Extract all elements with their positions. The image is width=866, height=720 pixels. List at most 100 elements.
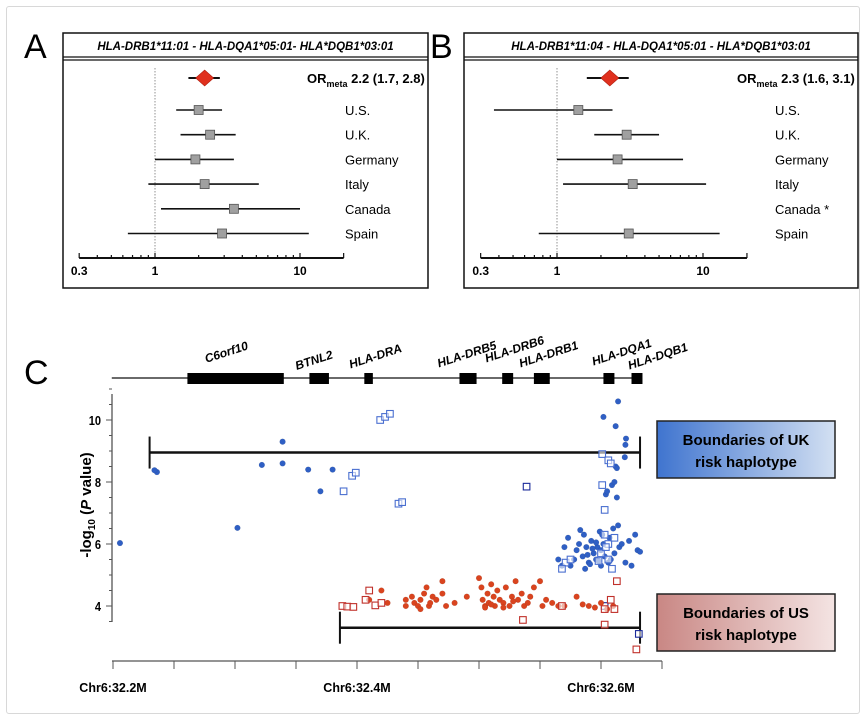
legend-text: risk haplotype [695, 627, 797, 644]
meta-label: ORmeta 2.3 (1.6, 3.1) [737, 71, 855, 89]
legend-text: risk haplotype [695, 454, 797, 471]
gene-block [459, 373, 477, 384]
point-UK-snp [589, 545, 596, 552]
meta-label: ORmeta 2.2 (1.7, 2.8) [307, 71, 425, 89]
x-tick-label: 1 [554, 264, 561, 278]
point-UK-allele [600, 506, 609, 514]
point-US-snp [549, 599, 556, 607]
point-US-snp [378, 587, 385, 594]
gene-label: BTNL2 [293, 347, 334, 372]
point-US-allele [606, 595, 615, 604]
point-UK-snp [614, 398, 622, 405]
point-US-allele [558, 602, 566, 610]
point-UK-allele [598, 481, 607, 489]
x-tick-label: Chr6:32.2M [79, 681, 146, 695]
point-UK-allele [606, 459, 615, 468]
point-UK-snp [584, 551, 591, 558]
point-US-snp [579, 601, 586, 608]
gene-block [364, 373, 373, 384]
point-US-snp [506, 602, 513, 610]
point-UK-snp [279, 438, 286, 445]
point-UK-allele [598, 450, 607, 458]
y-axis-label-part: 10 [87, 519, 98, 531]
figure-frame [6, 6, 860, 714]
panel-letter: B [430, 28, 453, 66]
point-US-snp [542, 596, 550, 603]
point-UK-snp [632, 531, 639, 538]
y-tick-label: 10 [89, 413, 102, 428]
legend-box-us [656, 593, 836, 652]
study-label: Italy [345, 177, 369, 192]
point-US-snp [479, 596, 486, 603]
point-US-snp [442, 602, 450, 610]
point-UK-snp [622, 435, 630, 442]
point-US-snp [439, 578, 446, 585]
gene-label: HLA-DRA [347, 341, 403, 371]
study-marker [621, 129, 632, 140]
point-US-allele [610, 605, 619, 613]
point-US-snp [490, 593, 497, 600]
study-label: Germany [775, 152, 829, 167]
study-marker [193, 105, 204, 115]
point-US-snp [433, 596, 440, 603]
point-UK-snp [573, 547, 580, 554]
point-US-snp [527, 593, 534, 600]
y-axis-label-part: (P value) [78, 452, 95, 519]
y-axis-label: -log10 (P value) [78, 452, 98, 557]
panel-border [62, 32, 429, 289]
panel-a: A HLA-DRB1*11:01 - HLA-DQA1*05:01- HLA*DQ… [24, 28, 429, 289]
panel-letter: A [24, 28, 47, 66]
point-UK-allele [608, 564, 616, 573]
point-US-snp [530, 584, 538, 591]
study-marker [573, 105, 584, 115]
x-tick-label: Chr6:32.4M [323, 681, 390, 695]
point-US-snp [402, 596, 409, 603]
meta-label-sub: meta [327, 79, 349, 89]
point-US-allele [377, 599, 386, 607]
gene-block [533, 373, 550, 384]
point-US-snp [423, 584, 430, 591]
study-marker [612, 154, 623, 165]
point-US-snp [408, 593, 416, 600]
point-UK-snp [575, 540, 583, 548]
point-UK-snp [329, 466, 336, 473]
point-UK-allele [594, 557, 603, 565]
x-tick-label: 10 [696, 264, 710, 278]
point-UK-allele [339, 487, 348, 496]
point-UK-snp [305, 466, 312, 473]
panel-border [463, 32, 859, 289]
point-UK-snp [613, 464, 620, 472]
meta-label-value: 2.2 (1.7, 2.8) [348, 71, 425, 86]
point-US-snp [417, 605, 424, 613]
point-UK-allele [600, 530, 609, 539]
point-UK-snp [611, 478, 618, 486]
point-US-allele [349, 603, 358, 611]
point-US-snp [451, 599, 458, 607]
point-UK-snp [610, 525, 617, 532]
study-marker [199, 179, 210, 190]
point-US-snp [510, 598, 517, 605]
study-label: U.S. [775, 103, 800, 118]
point-US-snp [421, 590, 428, 597]
meta-label-or: OR [307, 71, 327, 86]
study-marker [627, 179, 638, 190]
study-label: U.K. [345, 128, 370, 143]
study-marker [190, 154, 201, 165]
panel-title: HLA-DRB1*11:01 - HLA-DQA1*05:01- HLA*DQB… [97, 41, 393, 53]
point-UK-snp [603, 488, 611, 495]
y-tick-label: 8 [95, 475, 101, 490]
point-US-allele [632, 645, 641, 654]
point-UK-snp [279, 460, 286, 467]
point-allele-dark [634, 630, 643, 638]
point-UK-snp [612, 423, 619, 430]
point-UK-snp [600, 413, 607, 421]
point-UK-allele [610, 533, 619, 542]
point-US-allele [365, 586, 374, 595]
point-US-allele [600, 620, 609, 629]
point-US-snp [488, 581, 495, 588]
point-UK-allele [566, 555, 575, 564]
point-UK-snp [583, 543, 590, 551]
point-US-snp [439, 590, 446, 597]
